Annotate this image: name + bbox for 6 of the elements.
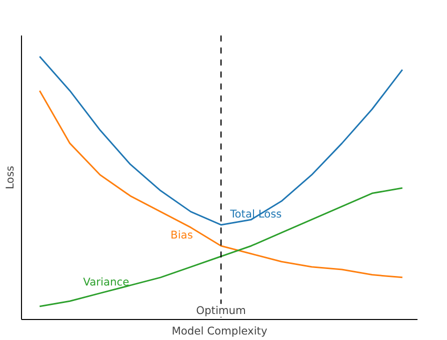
x-axis-title: Model Complexity	[172, 324, 268, 338]
series-label: Total Loss	[229, 207, 282, 220]
y-axis-title: Loss	[4, 165, 16, 190]
series-label: Bias	[170, 228, 194, 242]
annotation: Optimum	[196, 304, 246, 317]
series-label: Variance	[83, 276, 130, 289]
